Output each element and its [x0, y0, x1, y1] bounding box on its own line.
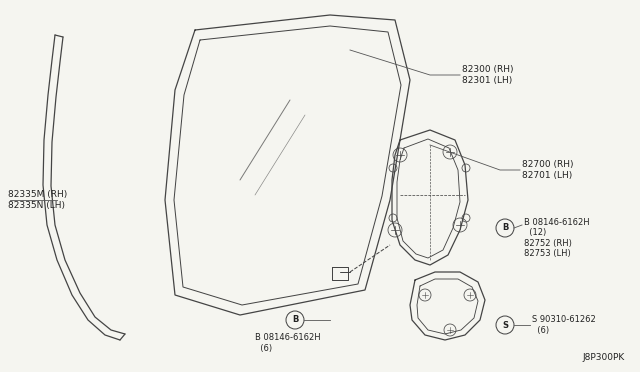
- Text: 82335M (RH)
82335N (LH): 82335M (RH) 82335N (LH): [8, 190, 67, 210]
- Text: B: B: [292, 315, 298, 324]
- Text: B 08146-6162H: B 08146-6162H: [255, 333, 321, 341]
- Text: 82700 (RH)
82701 (LH): 82700 (RH) 82701 (LH): [522, 160, 573, 180]
- Text: S 90310-61262
  (6): S 90310-61262 (6): [532, 315, 596, 335]
- Text: 82300 (RH)
82301 (LH): 82300 (RH) 82301 (LH): [462, 65, 513, 85]
- Text: J8P300PK: J8P300PK: [583, 353, 625, 362]
- Text: B 08146-6162H
  (12)
82752 (RH)
82753 (LH): B 08146-6162H (12) 82752 (RH) 82753 (LH): [524, 218, 589, 258]
- Circle shape: [286, 311, 304, 329]
- Text: B: B: [502, 224, 508, 232]
- Text: (6): (6): [255, 343, 272, 353]
- Circle shape: [496, 316, 514, 334]
- Circle shape: [496, 219, 514, 237]
- Text: S: S: [502, 321, 508, 330]
